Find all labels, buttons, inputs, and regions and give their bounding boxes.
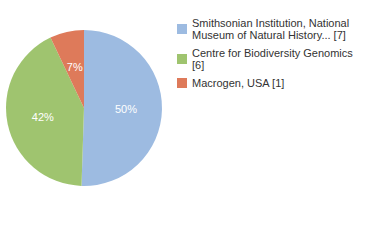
svg-text:42%: 42%: [32, 111, 54, 123]
svg-text:[6]: [6]: [192, 59, 204, 71]
svg-text:Museum of Natural History... [: Museum of Natural History... [7]: [192, 29, 346, 41]
svg-text:50%: 50%: [115, 103, 137, 115]
svg-text:Macrogen, USA [1]: Macrogen, USA [1]: [192, 77, 284, 89]
svg-text:7%: 7%: [67, 61, 83, 73]
svg-text:Smithsonian Institution, Natio: Smithsonian Institution, National: [192, 17, 352, 29]
svg-text:Centre for Biodiversity Genomi: Centre for Biodiversity Genomics: [192, 47, 356, 59]
